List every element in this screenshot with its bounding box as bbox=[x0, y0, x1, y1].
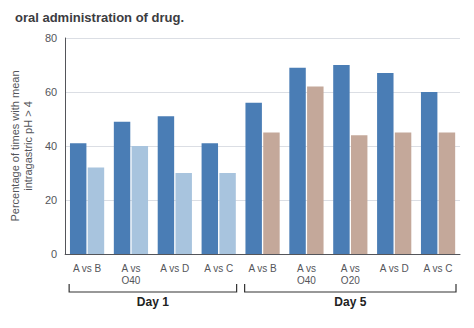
svg-text:A vs: A vs bbox=[121, 263, 140, 274]
svg-text:A vs D: A vs D bbox=[160, 263, 189, 274]
svg-text:80: 80 bbox=[45, 32, 57, 44]
svg-text:A vs: A vs bbox=[297, 263, 316, 274]
svg-text:oral administration of drug.: oral administration of drug. bbox=[15, 10, 184, 25]
svg-text:O20: O20 bbox=[341, 275, 360, 286]
svg-text:A vs: A vs bbox=[341, 263, 360, 274]
svg-text:A vs C: A vs C bbox=[424, 263, 453, 274]
svg-text:40: 40 bbox=[45, 140, 57, 152]
svg-text:0: 0 bbox=[51, 248, 57, 260]
svg-text:Day 5: Day 5 bbox=[334, 295, 366, 309]
svg-text:O40: O40 bbox=[121, 275, 140, 286]
svg-text:Day 1: Day 1 bbox=[137, 295, 169, 309]
svg-text:A vs B: A vs B bbox=[73, 263, 102, 274]
svg-text:Percentage of times with mean: Percentage of times with mean bbox=[9, 70, 21, 221]
svg-text:A vs B: A vs B bbox=[248, 263, 277, 274]
svg-text:20: 20 bbox=[45, 194, 57, 206]
svg-text:intragastric pH > 4: intragastric pH > 4 bbox=[22, 101, 34, 191]
svg-text:60: 60 bbox=[45, 86, 57, 98]
svg-text:A vs C: A vs C bbox=[204, 263, 233, 274]
svg-text:O40: O40 bbox=[297, 275, 316, 286]
svg-text:A vs D: A vs D bbox=[380, 263, 409, 274]
